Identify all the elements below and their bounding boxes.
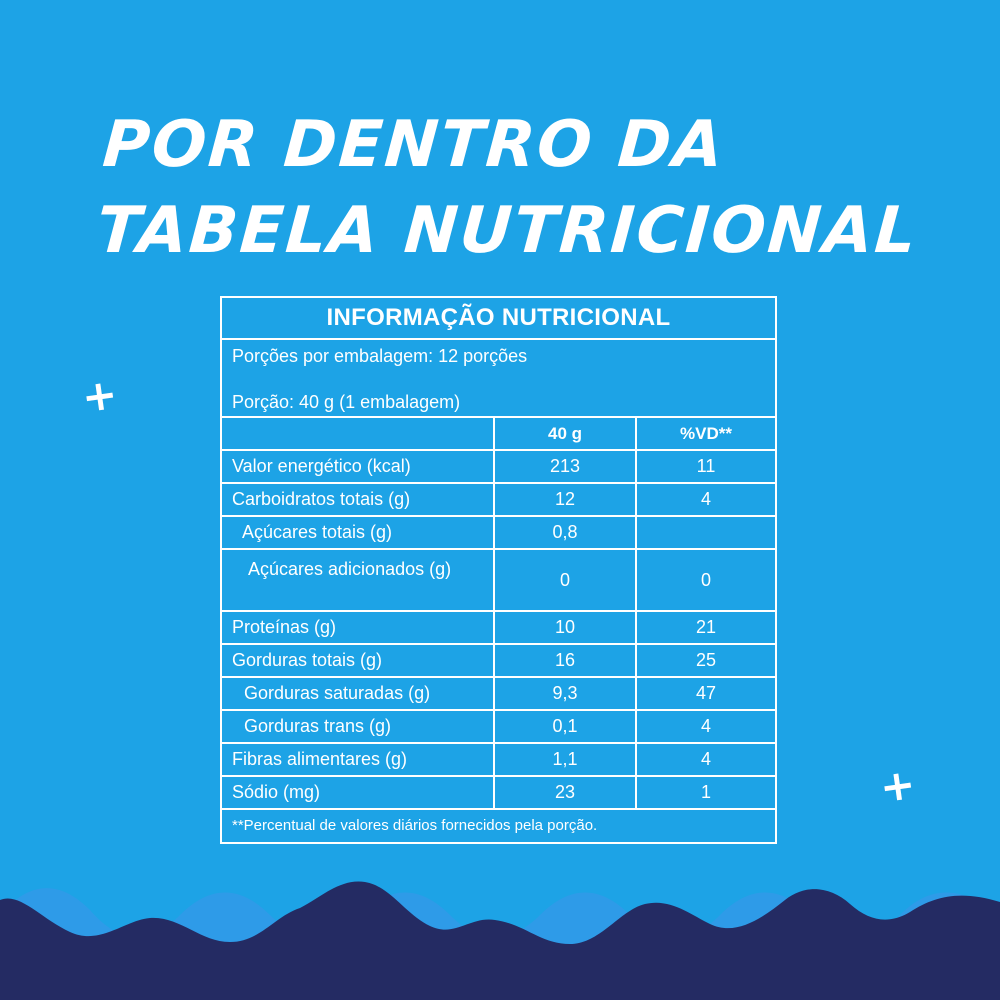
nutrient-amount: 213	[495, 451, 637, 482]
plus-sparkle-icon: +	[78, 368, 121, 423]
nutrient-daily-value: 4	[700, 749, 711, 769]
nutrient-label: Gorduras totais (g)	[222, 645, 495, 676]
serving-info: Porções por embalagem: 12 porções Porção…	[222, 340, 775, 418]
page-headline: POR DENTRO DA TABELA NUTRICIONAL	[94, 102, 927, 274]
nutrient-label: Carboidratos totais (g)	[222, 484, 495, 515]
nutrient-amount: 9,3	[495, 678, 637, 709]
table-header-row: 40 g %VD**	[222, 418, 775, 451]
nutrient-amount: 1,1	[495, 744, 637, 775]
headline-line-1: POR DENTRO DA	[100, 108, 728, 182]
nutrient-label: Gorduras trans (g)	[222, 711, 495, 742]
plus-sparkle-icon: +	[876, 758, 919, 813]
nutrient-amount: 16	[495, 645, 637, 676]
nutrient-daily-value: 25	[695, 650, 717, 670]
nutrient-amount: 0,1	[495, 711, 637, 742]
table-row: Fibras alimentares (g) 1,1 4	[222, 744, 775, 777]
nutrient-label: Gorduras saturadas (g)	[222, 678, 495, 709]
nutrient-label: Fibras alimentares (g)	[222, 744, 495, 775]
nutrient-amount: 10	[495, 612, 637, 643]
headline-line-2: TABELA NUTRICIONAL	[94, 194, 921, 268]
table-row: Valor energético (kcal) 213 11	[222, 451, 775, 484]
nutrient-label: Sódio (mg)	[222, 777, 495, 808]
nutrition-facts-table: INFORMAÇÃO NUTRICIONAL Porções por embal…	[220, 296, 777, 844]
column-header-daily-value: %VD**	[680, 423, 732, 443]
nutrient-amount: 0,8	[495, 517, 637, 548]
nutrient-label: Valor energético (kcal)	[222, 451, 495, 482]
table-footnote: **Percentual de valores diários fornecid…	[232, 817, 598, 834]
wave-decoration	[0, 881, 1000, 1000]
nutrient-daily-value: 1	[700, 782, 711, 802]
nutrient-amount: 0	[495, 550, 637, 610]
nutrient-daily-value: 4	[700, 489, 711, 509]
nutrient-daily-value: 4	[700, 716, 711, 736]
wave-front-layer	[0, 881, 1000, 1000]
nutrient-label: Açúcares totais (g)	[222, 517, 495, 548]
nutrient-label: Açúcares adicionados (g)	[222, 550, 495, 610]
nutrient-daily-value: 11	[696, 456, 716, 476]
table-title: INFORMAÇÃO NUTRICIONAL	[222, 298, 775, 340]
nutrient-daily-value	[637, 517, 775, 548]
nutrient-amount: 12	[495, 484, 637, 515]
table-row: Gorduras trans (g) 0,1 4	[222, 711, 775, 744]
table-row: Sódio (mg) 23 1	[222, 777, 775, 810]
table-row: Proteínas (g) 10 21	[222, 612, 775, 645]
table-row: Gorduras totais (g) 16 25	[222, 645, 775, 678]
nutrient-label-text: Açúcares adicionados (g)	[248, 559, 452, 579]
table-row: Açúcares totais (g) 0,8	[222, 517, 775, 550]
column-header-amount: 40 g	[495, 418, 637, 449]
nutrient-amount: 23	[495, 777, 637, 808]
nutrient-daily-value: 0	[700, 569, 711, 590]
serving-size: Porção: 40 g (1 embalagem)	[232, 392, 461, 412]
column-header-nutrient	[222, 418, 495, 449]
table-row: Carboidratos totais (g) 12 4	[222, 484, 775, 517]
table-row: Gorduras saturadas (g) 9,3 47	[222, 678, 775, 711]
nutrient-label: Proteínas (g)	[222, 612, 495, 643]
nutrient-daily-value: 21	[695, 617, 717, 637]
servings-per-package: Porções por embalagem: 12 porções	[232, 346, 528, 366]
table-row: Açúcares adicionados (g) 0 0	[222, 550, 775, 612]
nutrient-daily-value: 47	[695, 683, 717, 703]
